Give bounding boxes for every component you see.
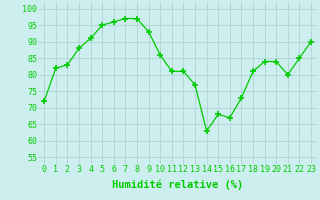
X-axis label: Humidité relative (%): Humidité relative (%) — [112, 180, 243, 190]
